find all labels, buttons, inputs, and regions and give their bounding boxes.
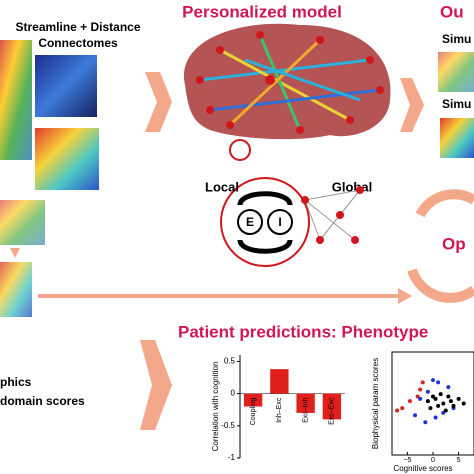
model-title: Personalized model xyxy=(182,2,342,21)
timeseries xyxy=(0,200,45,245)
point xyxy=(431,378,435,383)
bar xyxy=(296,393,315,413)
point xyxy=(418,387,423,392)
streamlines xyxy=(0,40,32,160)
x-tick-label: Inh–Exc xyxy=(276,397,283,423)
point xyxy=(436,380,441,385)
global-network xyxy=(304,189,361,241)
loops xyxy=(237,191,293,254)
point xyxy=(425,399,430,404)
arrow xyxy=(400,78,424,132)
local-label: Local xyxy=(205,179,239,194)
zoom-ring xyxy=(229,139,251,161)
x-tick-label: Coupling xyxy=(250,398,257,426)
global-label: Global xyxy=(332,179,372,194)
optimize-title: Op xyxy=(442,234,466,253)
point xyxy=(446,385,451,390)
y-tick-label: -0.5 xyxy=(221,421,235,430)
point xyxy=(433,396,438,401)
y-tick-label: 0.5 xyxy=(224,357,236,366)
point xyxy=(448,399,453,404)
y-axis-label: Biophysical param scores xyxy=(371,358,380,449)
i-label: I xyxy=(278,215,281,229)
x-tick-label: 0 xyxy=(431,457,435,464)
point xyxy=(433,415,438,420)
point xyxy=(395,408,400,413)
plot-frame xyxy=(391,351,474,456)
connectome-matrix xyxy=(35,128,99,190)
y-tick-label: 0 xyxy=(231,389,236,398)
point xyxy=(431,394,435,399)
cycle-arrows xyxy=(407,189,474,303)
arrow xyxy=(140,340,172,430)
y-tick-label: -1 xyxy=(228,453,236,462)
x-axis-label: Cognitive scores xyxy=(393,464,452,473)
sim-label: Simu xyxy=(442,32,471,46)
point xyxy=(400,406,405,411)
sim-timeseries xyxy=(438,52,474,92)
sim-matrix xyxy=(440,118,474,158)
global-nodes xyxy=(301,186,364,244)
point xyxy=(441,401,446,406)
brain xyxy=(183,23,391,140)
arrow xyxy=(10,248,20,258)
point xyxy=(420,380,425,385)
i-node xyxy=(267,209,293,235)
point xyxy=(407,399,412,404)
bar xyxy=(270,369,289,394)
inputs-title: Streamline + Distance xyxy=(15,20,140,34)
distance-matrix xyxy=(35,55,97,117)
point xyxy=(413,413,418,418)
y-axis-label: Correlation with cognition xyxy=(211,362,220,452)
point xyxy=(461,401,466,406)
charts: Correlation with cognition 0.5 0 -0.5 -1 Coup… xyxy=(211,351,474,473)
point xyxy=(446,394,451,399)
point xyxy=(415,394,420,399)
point xyxy=(418,396,423,401)
fc-matrix xyxy=(0,262,32,317)
point xyxy=(443,408,448,413)
point xyxy=(428,406,433,411)
x-tick-label: Exc–Inh xyxy=(302,398,309,423)
bar xyxy=(243,393,263,407)
e-label: E xyxy=(246,215,254,229)
predictions-title: Patient predictions: Phenotype xyxy=(178,322,428,341)
point xyxy=(451,403,456,408)
point xyxy=(423,420,428,425)
demographics-label: phics xyxy=(0,375,32,389)
outputs-title: Ou xyxy=(440,2,464,21)
x-tick-label: Exc–Exc xyxy=(329,397,336,425)
e-node xyxy=(237,209,263,235)
demographics-label: domain scores xyxy=(0,394,85,408)
arrow xyxy=(145,72,172,132)
sim-label: Simu xyxy=(442,97,471,111)
point xyxy=(438,392,443,397)
bar xyxy=(322,393,342,420)
x-tick-label: 5 xyxy=(457,457,461,464)
network-nodes xyxy=(196,31,384,134)
network-edges xyxy=(199,34,381,131)
point xyxy=(456,396,461,401)
point xyxy=(436,403,441,408)
point xyxy=(425,389,430,394)
x-tick-label: −5 xyxy=(403,457,411,464)
arrow xyxy=(398,288,412,304)
inputs-title: Connectomes xyxy=(38,36,118,50)
point xyxy=(441,410,446,415)
